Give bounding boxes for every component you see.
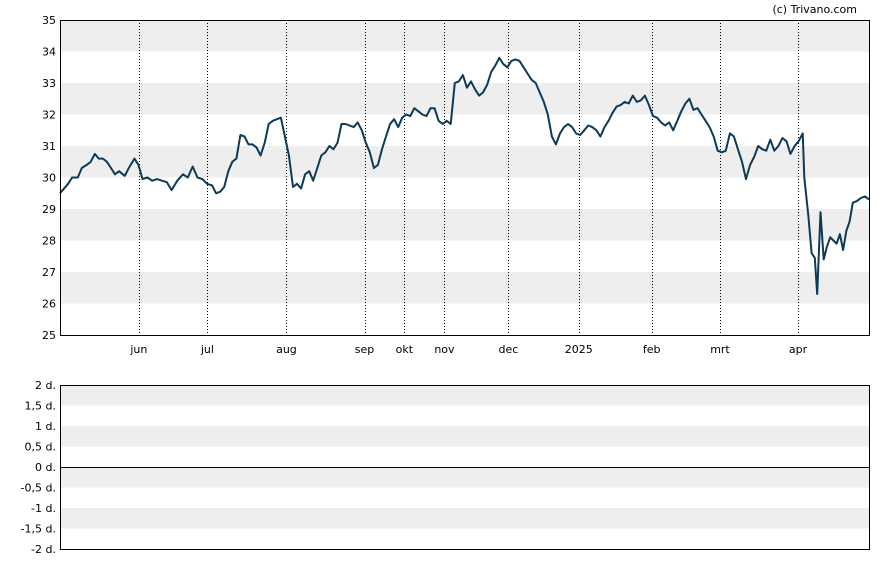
sub-y-tick-label: 0,5 d. <box>25 441 56 454</box>
price-line <box>59 56 870 295</box>
sub-y-tick-label: 1,5 d. <box>25 400 56 413</box>
y-tick-label: 28 <box>42 235 56 248</box>
sub-y-tick-label: 0 d. <box>35 461 56 474</box>
y-tick-label: 30 <box>42 172 56 185</box>
y-tick-label: 25 <box>42 329 56 342</box>
x-tick-label: dec <box>499 343 519 356</box>
sub-y-tick-label: -2 d. <box>31 543 56 556</box>
x-tick-label: sep <box>355 343 374 356</box>
y-tick-label: 33 <box>42 77 56 90</box>
main-band <box>60 272 869 304</box>
main-band <box>60 83 869 115</box>
y-tick-label: 27 <box>42 266 56 279</box>
x-tick-label: apr <box>789 343 808 356</box>
y-tick-label: 34 <box>42 46 56 59</box>
main-band <box>60 209 869 241</box>
y-tick-label: 26 <box>42 298 56 311</box>
sub-y-tick-label: 1 d. <box>35 420 56 433</box>
x-tick-label: nov <box>434 343 455 356</box>
y-tick-label: 35 <box>42 14 56 27</box>
credit-text: (c) Trivano.com <box>772 3 857 16</box>
y-tick-label: 31 <box>42 140 56 153</box>
x-tick-label: okt <box>396 343 414 356</box>
x-tick-label: feb <box>643 343 661 356</box>
y-tick-label: 32 <box>42 109 56 122</box>
main-bands <box>60 20 869 304</box>
sub-y-tick-label: 2 d. <box>35 379 56 392</box>
sub-y-tick-label: -1 d. <box>31 502 56 515</box>
main-chart: jun jul aug sep okt nov dec 2025 feb mrt apr 25262… <box>42 14 870 356</box>
x-tick-label: jun <box>129 343 147 356</box>
main-band <box>60 20 869 52</box>
sub-band <box>60 426 869 447</box>
sub-y-tick-label: -1,5 d. <box>21 523 56 536</box>
sub-band <box>60 385 869 406</box>
main-x-axis-labels: jun jul aug sep okt nov dec 2025 feb mrt apr <box>129 343 807 356</box>
x-tick-label: aug <box>276 343 297 356</box>
sub-y-tick-label: -0,5 d. <box>21 482 56 495</box>
x-tick-label: jul <box>200 343 214 356</box>
x-tick-label: 2025 <box>565 343 593 356</box>
sub-chart: -2 d. -1,5 d. -1 d. -0,5 d. 0 d. 0,5 d. 1 d. 1,… <box>21 379 870 556</box>
y-tick-label: 29 <box>42 203 56 216</box>
sub-y-axis-labels: -2 d. -1,5 d. -1 d. -0,5 d. 0 d. 0,5 d. 1 d. 1,… <box>21 379 56 556</box>
main-plot-frame <box>60 20 870 336</box>
main-y-axis-labels: 25 26 27 28 29 30 31 32 33 34 35 <box>42 14 56 342</box>
sub-band <box>60 508 869 529</box>
sub-plot-frame <box>60 385 870 550</box>
sub-band <box>60 467 869 488</box>
sub-bands <box>60 385 869 529</box>
x-tick-label: mrt <box>710 343 730 356</box>
